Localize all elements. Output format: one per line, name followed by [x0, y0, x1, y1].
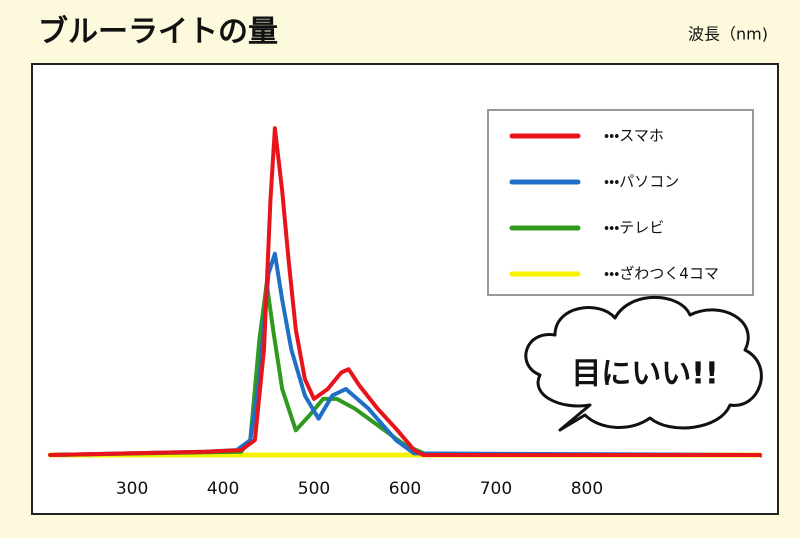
legend-label: ・・・パソコン [604, 173, 679, 191]
x-tick-label: 300 [116, 479, 148, 499]
legend-label: ・・・テレビ [604, 219, 664, 237]
bubble-shape [524, 295, 763, 432]
series-line [48, 126, 762, 457]
legend-label: ・・・スマホ [604, 127, 664, 145]
x-axis-label: 波長（nm) [688, 25, 768, 44]
legend: ・・・スマホ・・・パソコン・・・テレビ・・・ざわつく4コマ [509, 127, 719, 283]
legend-box [487, 109, 754, 296]
speech-bubble: 目にいい!! [524, 295, 763, 432]
legend-label: ・・・ざわつく4コマ [604, 265, 719, 283]
series-lines [47, 126, 763, 458]
x-tick-label: 500 [298, 479, 330, 499]
x-tick-label: 700 [480, 479, 512, 499]
x-tick-label: 800 [571, 479, 603, 499]
chart-title: ブルーライトの量 [38, 15, 278, 50]
x-tick-label: 600 [389, 479, 421, 499]
series-line [48, 251, 762, 457]
annotation: 目にいい!! [571, 357, 718, 392]
x-tick-label: 400 [207, 479, 239, 499]
